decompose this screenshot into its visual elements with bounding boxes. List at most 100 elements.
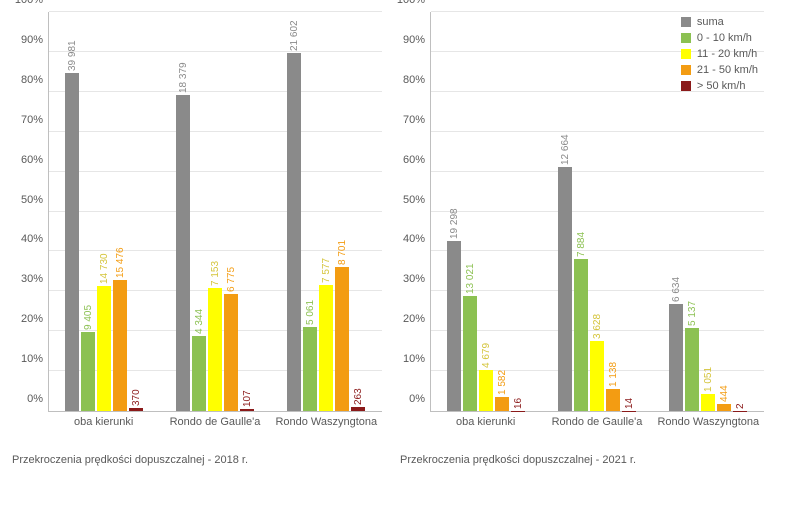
bar-wrap: 18 379 — [176, 95, 190, 411]
legend-label: 11 - 20 km/h — [697, 48, 757, 60]
bar — [685, 328, 699, 411]
x-tick-label: Rondo de Gaulle'a — [541, 412, 652, 428]
bar-wrap: 8 701 — [335, 267, 349, 411]
bar-wrap: 39 981 — [65, 73, 79, 411]
bar-value-label: 13 021 — [465, 264, 476, 295]
y-tick-label: 30% — [21, 273, 49, 285]
bar — [113, 280, 127, 411]
bar-value-label: 1 582 — [497, 370, 508, 395]
legend-swatch — [681, 49, 691, 59]
bar-value-label: 9 405 — [83, 305, 94, 330]
bar — [669, 304, 683, 411]
bar — [129, 408, 143, 411]
bar-wrap: 7 884 — [574, 259, 588, 411]
bar-wrap: 6 775 — [224, 294, 238, 411]
legend-swatch — [681, 65, 691, 75]
legend-item: 0 - 10 km/h — [681, 32, 758, 44]
captions-row: Przekroczenia prędkości dopuszczalnej - … — [12, 454, 788, 466]
bar — [574, 259, 588, 411]
bar-value-label: 16 — [513, 397, 524, 408]
bar-value-label: 8 701 — [337, 240, 348, 265]
y-tick-label: 30% — [403, 273, 431, 285]
bar — [319, 285, 333, 411]
chart-panel-0: 0%10%20%30%40%50%60%70%80%90%100%39 9819… — [12, 12, 382, 428]
bar-value-label: 14 730 — [99, 254, 110, 285]
y-tick-label: 100% — [397, 0, 431, 6]
bar — [495, 397, 509, 411]
x-labels: oba kierunkiRondo de Gaulle'aRondo Waszy… — [48, 412, 382, 428]
y-tick-label: 40% — [21, 233, 49, 245]
bar-wrap: 21 602 — [287, 53, 301, 411]
legend-swatch — [681, 17, 691, 27]
y-tick-label: 60% — [403, 154, 431, 166]
bar — [208, 288, 222, 411]
bar-wrap: 5 137 — [685, 328, 699, 411]
bar — [287, 53, 301, 411]
x-tick-label: oba kierunki — [430, 412, 541, 428]
bar-wrap: 3 628 — [590, 341, 604, 411]
y-tick-label: 90% — [403, 34, 431, 46]
y-tick-label: 100% — [15, 0, 49, 6]
legend-item: > 50 km/h — [681, 80, 758, 92]
y-tick-label: 40% — [403, 233, 431, 245]
bar-value-label: 4 344 — [194, 309, 205, 334]
legend-label: 21 - 50 km/h — [697, 64, 758, 76]
bar-wrap: 7 577 — [319, 285, 333, 411]
bar — [335, 267, 349, 411]
bar-wrap: 5 061 — [303, 327, 317, 411]
legend-label: > 50 km/h — [697, 80, 746, 92]
bar-value-label: 6 775 — [226, 267, 237, 292]
bar-value-label: 12 664 — [560, 134, 571, 165]
bar — [447, 241, 461, 411]
bar-group: 18 3794 3447 1536 775107 — [160, 12, 271, 411]
bar-value-label: 19 298 — [449, 208, 460, 239]
bar — [65, 73, 79, 411]
panel-caption: Przekroczenia prędkości dopuszczalnej - … — [400, 454, 788, 466]
bar-value-label: 1 051 — [703, 367, 714, 392]
bar — [701, 394, 715, 411]
bar-wrap: 13 021 — [463, 296, 477, 411]
bar — [558, 167, 572, 411]
bar-value-label: 3 628 — [592, 314, 603, 339]
bar-value-label: 15 476 — [115, 248, 126, 279]
bar-value-label: 2 — [735, 403, 746, 409]
bar-wrap: 14 730 — [97, 286, 111, 411]
bar-value-label: 7 153 — [210, 261, 221, 286]
bar-wrap: 4 344 — [192, 336, 206, 411]
y-tick-label: 80% — [403, 74, 431, 86]
y-tick-label: 70% — [403, 114, 431, 126]
y-tick-label: 0% — [409, 393, 431, 405]
bar-group: 39 9819 40514 73015 476370 — [49, 12, 160, 411]
x-tick-label: Rondo Waszyngtona — [271, 412, 382, 428]
bar-value-label: 263 — [353, 388, 364, 405]
bar-wrap: 9 405 — [81, 332, 95, 411]
bar-value-label: 7 577 — [321, 258, 332, 283]
y-tick-label: 70% — [21, 114, 49, 126]
chart-panel-1: 0%10%20%30%40%50%60%70%80%90%100%19 2981… — [394, 12, 764, 428]
x-tick-label: oba kierunki — [48, 412, 159, 428]
chart-panels: 0%10%20%30%40%50%60%70%80%90%100%39 9819… — [12, 12, 788, 428]
bar-wrap: 1 051 — [701, 394, 715, 411]
bar-group: 12 6647 8843 6281 13814 — [542, 12, 653, 411]
panel-caption: Przekroczenia prędkości dopuszczalnej - … — [12, 454, 400, 466]
y-tick-label: 50% — [403, 194, 431, 206]
y-tick-label: 20% — [21, 313, 49, 325]
bar-value-label: 18 379 — [178, 62, 189, 93]
bar — [606, 389, 620, 411]
plot-area: 0%10%20%30%40%50%60%70%80%90%100%39 9819… — [48, 12, 382, 412]
bar-value-label: 5 137 — [687, 301, 698, 326]
bar-value-label: 370 — [131, 389, 142, 406]
bar — [192, 336, 206, 411]
bar — [303, 327, 317, 411]
x-labels: oba kierunkiRondo de Gaulle'aRondo Waszy… — [430, 412, 764, 428]
bar-wrap: 4 679 — [479, 370, 493, 411]
x-tick-label: Rondo de Gaulle'a — [159, 412, 270, 428]
y-tick-label: 60% — [21, 154, 49, 166]
bar — [240, 409, 254, 411]
bar — [81, 332, 95, 411]
bar — [224, 294, 238, 411]
bar — [717, 404, 731, 411]
bar-wrap: 6 634 — [669, 304, 683, 411]
bar-wrap: 370 — [129, 408, 143, 411]
x-tick-label: Rondo Waszyngtona — [653, 412, 764, 428]
